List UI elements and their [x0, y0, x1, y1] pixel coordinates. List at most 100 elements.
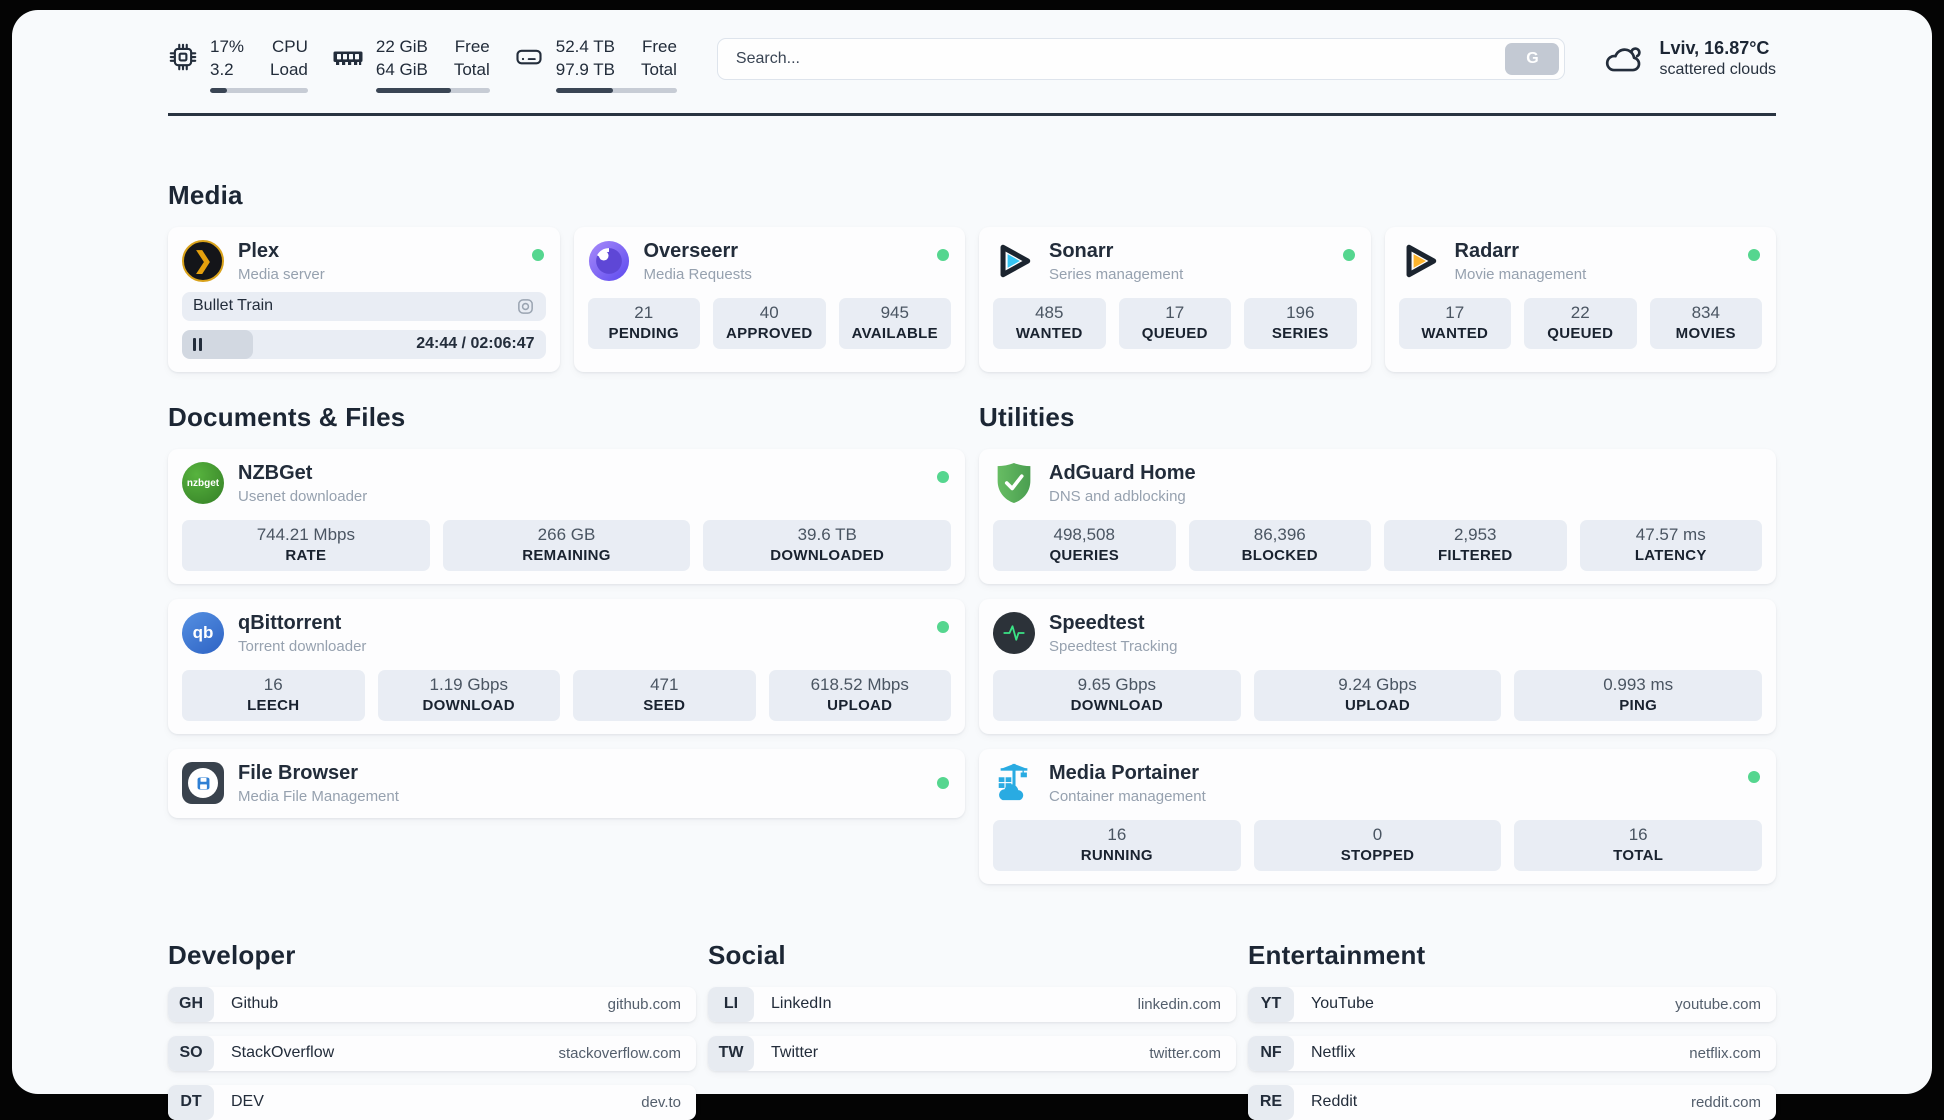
- dashboard-panel: 17% CPU 3.2 Load 22 GiB Free 64 GiB: [12, 10, 1932, 1120]
- stat-box: 17 QUEUED: [1118, 297, 1231, 349]
- stat-box: 744.21 Mbps RATE: [182, 519, 430, 571]
- link-linkedin[interactable]: LI LinkedIn linkedin.com: [708, 986, 1236, 1022]
- link-abbr-badge: RE: [1248, 1084, 1294, 1120]
- search-engine-button[interactable]: G: [1505, 43, 1560, 75]
- link-twitter[interactable]: TW Twitter twitter.com: [708, 1035, 1236, 1071]
- section-utilities: Utilities AdGuard Home D: [979, 402, 1776, 884]
- link-name: DEV: [231, 1093, 264, 1111]
- now-playing-title: Bullet Train: [193, 297, 274, 315]
- memory-progress-bar: [375, 87, 490, 93]
- link-url: reddit.com: [1690, 1093, 1761, 1111]
- stat-box: 196 SERIES: [1244, 297, 1357, 349]
- link-abbr-badge: SO: [168, 1035, 214, 1071]
- status-dot: [1748, 248, 1760, 261]
- section-social: Social LI LinkedIn linkedin.com TW Twitt…: [708, 940, 1236, 1071]
- search-input[interactable]: [733, 49, 1506, 69]
- cpu-progress-bar: [210, 87, 308, 93]
- playback-time: 24:44 / 02:06:47: [416, 335, 535, 353]
- stat-box: 16 TOTAL: [1514, 819, 1763, 871]
- link-name: Github: [231, 995, 279, 1013]
- link-url: linkedin.com: [1137, 995, 1221, 1013]
- app-card-radarr[interactable]: Radarr Movie management 17 WANTED 22 QUEUE…: [1384, 226, 1776, 372]
- stat-box: 0 STOPPED: [1253, 819, 1502, 871]
- radarr-icon: [1399, 240, 1441, 282]
- app-title: Sonarr: [1049, 239, 1114, 262]
- app-title: Radarr: [1454, 239, 1519, 262]
- nzbget-icon: nzbget: [182, 462, 224, 505]
- app-card-overseerr[interactable]: Overseerr Media Requests 21 PENDING 40 APP…: [573, 226, 965, 372]
- cpu-usage-value: 17%: [210, 37, 245, 56]
- app-title: NZBGet: [238, 461, 313, 484]
- link-netflix[interactable]: NF Netflix netflix.com: [1248, 1035, 1776, 1071]
- app-subtitle: Torrent downloader: [238, 637, 367, 655]
- link-name: YouTube: [1311, 995, 1374, 1013]
- header: 17% CPU 3.2 Load 22 GiB Free 64 GiB: [168, 36, 1776, 93]
- link-dev[interactable]: DT DEV dev.to: [168, 1084, 696, 1120]
- app-card-adguard[interactable]: AdGuard Home DNS and adblocking 498,508 Q…: [979, 448, 1776, 584]
- cpu-load-label: Load: [270, 59, 308, 79]
- section-media: Media ❯ Plex Media server Bullet Train: [168, 180, 1776, 372]
- speedtest-icon: [993, 612, 1035, 655]
- memory-icon: [333, 51, 363, 65]
- link-reddit[interactable]: RE Reddit reddit.com: [1248, 1084, 1776, 1120]
- app-title: Plex: [238, 239, 280, 262]
- weather-widget: Lviv, 16.87°C scattered clouds: [1603, 38, 1776, 79]
- link-github[interactable]: GH Github github.com: [168, 986, 696, 1022]
- sonarr-icon: [993, 240, 1035, 282]
- section-title-documents: Documents & Files: [168, 401, 406, 432]
- app-card-plex[interactable]: ❯ Plex Media server Bullet Train: [168, 226, 560, 372]
- disk-icon: [516, 49, 542, 65]
- section-title-entertainment: Entertainment: [1248, 939, 1426, 970]
- filebrowser-icon: [182, 762, 224, 805]
- playback-progress-row: 24:44 / 02:06:47: [182, 329, 546, 359]
- disk-total-value: 97.9 TB: [555, 59, 615, 79]
- link-url: youtube.com: [1675, 995, 1761, 1013]
- link-abbr-badge: GH: [168, 986, 214, 1022]
- link-youtube[interactable]: YT YouTube youtube.com: [1248, 986, 1776, 1022]
- app-subtitle: Usenet downloader: [238, 487, 368, 505]
- app-card-filebrowser[interactable]: File Browser Media File Management: [168, 748, 965, 818]
- section-title-utilities: Utilities: [979, 401, 1075, 432]
- cloud-icon: [1606, 46, 1642, 71]
- section-title-media: Media: [168, 179, 243, 210]
- link-stackoverflow[interactable]: SO StackOverflow stackoverflow.com: [168, 1035, 696, 1071]
- app-card-sonarr[interactable]: Sonarr Series management 485 WANTED 17 QUE…: [979, 226, 1371, 372]
- app-card-portainer[interactable]: Media Portainer Container management 16 R…: [979, 748, 1776, 884]
- header-divider: [168, 112, 1776, 116]
- app-card-qbittorrent[interactable]: qb qBittorrent Torrent downloader 16 LEEC…: [168, 598, 965, 734]
- pause-icon: [193, 337, 202, 351]
- memory-free-label: Free: [454, 37, 490, 56]
- disk-stat: 52.4 TB Free 97.9 TB Total: [514, 36, 677, 93]
- cpu-icon: [169, 43, 197, 71]
- app-card-speedtest[interactable]: Speedtest Speedtest Tracking 9.65 Gbps DO…: [979, 598, 1776, 734]
- link-name: Reddit: [1311, 1093, 1358, 1111]
- link-abbr-badge: YT: [1248, 986, 1294, 1022]
- link-url: netflix.com: [1689, 1044, 1761, 1062]
- search-bar: G: [716, 38, 1566, 80]
- link-abbr-badge: LI: [708, 986, 754, 1022]
- stat-box: 9.24 Gbps UPLOAD: [1253, 669, 1502, 721]
- link-abbr-badge: TW: [708, 1035, 754, 1071]
- stat-box: 16 LEECH: [182, 669, 365, 721]
- stat-box: 266 GB REMAINING: [442, 519, 691, 571]
- cpu-stat: 17% CPU 3.2 Load: [168, 36, 308, 93]
- section-title-social: Social: [708, 939, 786, 970]
- link-url: dev.to: [641, 1093, 681, 1111]
- app-title: qBittorrent: [238, 611, 342, 634]
- app-subtitle: Media File Management: [238, 787, 399, 805]
- app-title: AdGuard Home: [1049, 461, 1196, 484]
- stat-box: 22 QUEUED: [1524, 297, 1637, 349]
- memory-free-value: 22 GiB: [375, 37, 428, 56]
- disk-free-label: Free: [641, 37, 677, 56]
- stat-box: 834 MOVIES: [1649, 297, 1762, 349]
- link-name: Netflix: [1311, 1044, 1356, 1062]
- stat-box: 945 AVAILABLE: [838, 297, 951, 349]
- link-name: StackOverflow: [231, 1044, 335, 1062]
- app-title: Overseerr: [643, 239, 739, 262]
- plex-icon: ❯: [182, 240, 224, 283]
- app-card-nzbget[interactable]: nzbget NZBGet Usenet downloader 744.21 M…: [168, 448, 965, 584]
- app-subtitle: Media server: [238, 265, 325, 283]
- now-playing-row: Bullet Train: [182, 291, 546, 321]
- app-title: Media Portainer: [1049, 761, 1200, 784]
- stat-box: 9.65 Gbps DOWNLOAD: [993, 669, 1241, 721]
